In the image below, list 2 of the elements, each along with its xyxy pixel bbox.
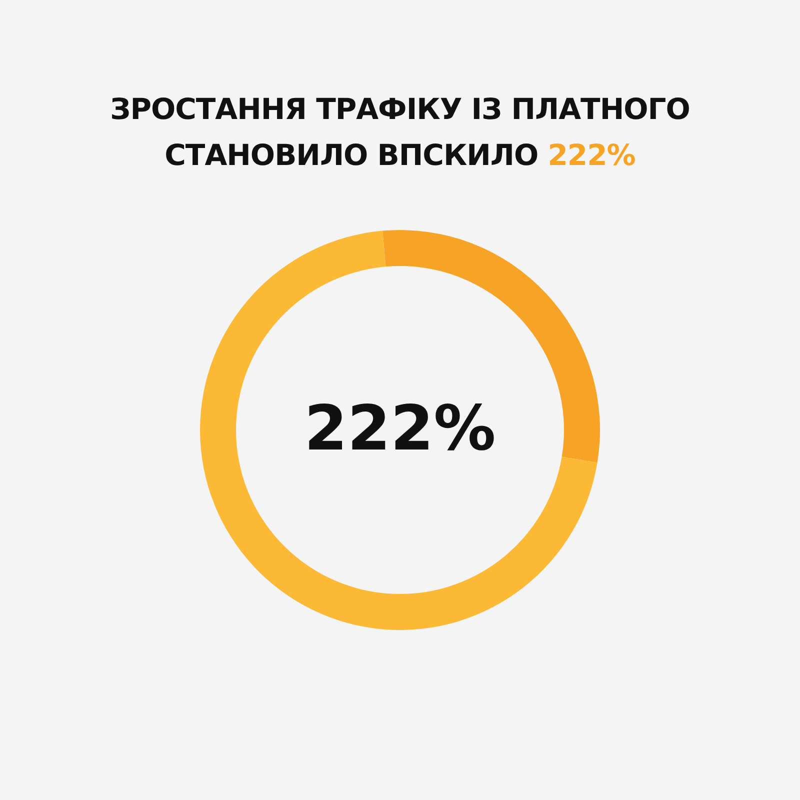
text: 222% [304, 392, 496, 464]
chart-title: ЗРОСТАННЯ ТРАФІКУ ІЗ ПЛАТНОГО СТАНОВИЛО ВПСКИЛО 222% [110, 92, 690, 172]
